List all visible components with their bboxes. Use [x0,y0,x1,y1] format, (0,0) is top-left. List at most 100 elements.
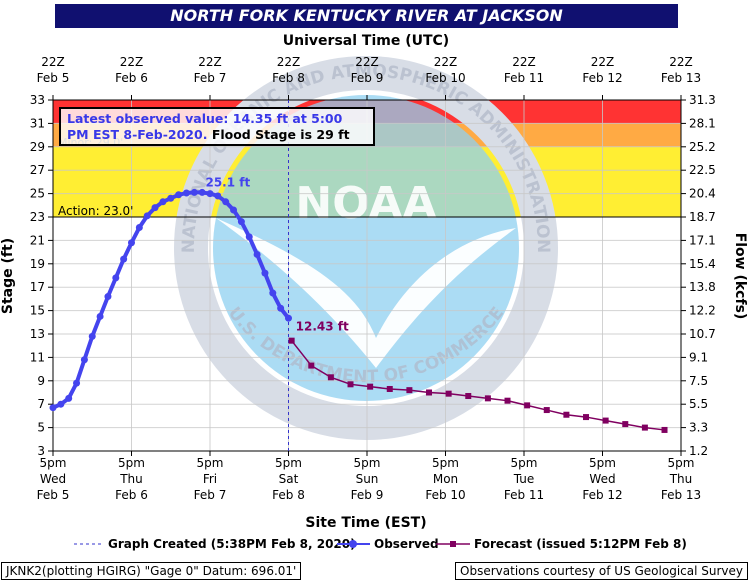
observations-credit-footer: Observations courtesy of US Geological S… [455,562,748,580]
y-tick-label: 3 [37,444,45,458]
y2-tick-label: 22.5 [689,163,716,177]
top-tick-date: Feb 12 [582,71,622,85]
x-tick-day: Thu [669,472,693,486]
x-tick-time: 5pm [668,456,695,470]
top-tick-time: 22Z [512,55,536,69]
action-label: Action: 23.0' [58,204,133,218]
observed-point [245,233,253,241]
forecast-point [327,374,334,381]
observed-point [198,188,206,196]
y-tick-label: 17 [30,280,45,294]
top-tick-date: Feb 13 [661,71,701,85]
top-tick-time: 22Z [434,55,458,69]
y2-tick-label: 17.1 [689,233,716,247]
top-tick-date: Feb 8 [272,71,305,85]
x-tick-day: Wed [40,472,66,486]
observed-point [230,206,238,214]
legend-forecast-marker [450,541,456,547]
x-tick-day: Sun [356,472,379,486]
legend-forecast-label: Forecast (issued 5:12PM Feb 8) [474,537,687,551]
x-tick-date: Feb 12 [582,488,622,502]
observed-point [104,293,112,301]
latest-observed-box: Latest observed value: 14.35 ft at 5:00 … [59,107,375,146]
y-tick-label: 25 [30,187,45,201]
observed-point [143,212,151,220]
top-tick-time: 22Z [277,55,301,69]
observed-point [57,400,65,408]
bottom-axis-title: Site Time (EST) [305,515,426,531]
forecast-point [445,390,452,397]
forecast-point [661,426,668,433]
y2-tick-label: 10.7 [689,327,716,341]
x-tick-day: Fri [203,472,217,486]
y-tick-label: 5 [37,421,45,435]
observed-point [96,312,104,320]
y-tick-label: 9 [37,374,45,388]
x-tick-date: Feb 9 [351,488,384,502]
x-tick-time: 5pm [40,456,67,470]
observed-point [135,224,143,232]
forecast-point [484,395,491,402]
left-axis-title: Stage (ft) [0,238,16,314]
top-tick-date: Feb 5 [37,71,70,85]
x-tick-date: Feb 11 [504,488,544,502]
y-tick-label: 15 [30,304,45,318]
x-tick-date: Feb 6 [115,488,148,502]
forecast-point [367,383,374,390]
observed-point [277,304,285,312]
observed-point [88,332,96,340]
x-tick-date: Feb 8 [272,488,305,502]
x-tick-time: 5pm [197,456,224,470]
y-tick-label: 31 [30,116,45,130]
observed-point [261,269,269,277]
peak-label: 25.1 ft [205,175,250,189]
x-tick-time: 5pm [118,456,145,470]
observed-point [237,218,245,226]
y2-tick-label: 9.1 [689,350,708,364]
latest-observed-text: Latest observed value: 14.35 ft at 5:00 … [67,111,343,142]
observed-point [214,192,222,200]
forecast-point [426,389,433,396]
forecast-start-label: 12.43 ft [296,320,349,334]
observed-point [269,289,277,297]
observed-point [65,394,73,402]
y2-tick-label: 13.8 [689,280,716,294]
flood-stage-text: Flood Stage is 29 ft [211,127,350,142]
y2-tick-label: 31.3 [689,93,716,107]
axes: 3 5 7 9 11 13 15 17 19 21 23 25 27 29 31 33 1.2 3.3 5.5 7.5… [30,55,716,502]
x-tick-time: 5pm [275,456,302,470]
legend-observed-label: Observed [374,537,439,551]
y2-tick-label: 3.3 [689,421,708,435]
observed-point [128,239,135,247]
y2-tick-label: 7.5 [689,374,708,388]
legend-graph-created-label: Graph Created (5:38PM Feb 8, 2020) [108,537,356,551]
noaa-globe-icon [213,95,519,401]
y2-tick-label: 20.4 [689,187,716,201]
y-tick-label: 33 [30,93,45,107]
forecast-point [602,417,609,424]
forecast-point [641,424,648,431]
observed-point [120,255,128,263]
forecast-point [308,362,315,369]
x-tick-day: Thu [119,472,143,486]
legend-observed-marker [349,540,357,548]
forecast-point [504,397,511,404]
observed-point [182,189,190,197]
forecast-point [465,393,472,400]
forecast-line [291,340,665,431]
x-tick-time: 5pm [354,456,381,470]
x-tick-time: 5pm [589,456,616,470]
forecast-point [622,421,629,428]
x-tick-date: Feb 10 [425,488,465,502]
observed-point [253,250,261,258]
top-tick-date: Feb 10 [425,71,465,85]
observed-point [151,204,159,212]
x-tick-day: Sat [279,472,299,486]
y-tick-label: 29 [30,140,45,154]
top-tick-time: 22Z [669,55,693,69]
noaa-bird-icon [216,218,516,368]
observed-point [222,198,230,206]
top-tick-date: Feb 11 [504,71,544,85]
top-tick-date: Feb 6 [115,71,148,85]
